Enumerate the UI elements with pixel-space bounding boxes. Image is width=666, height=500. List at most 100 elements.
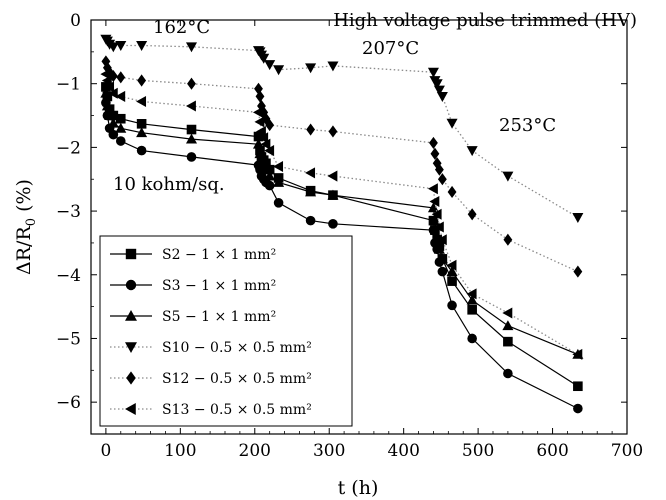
y-tick-label: −1 — [56, 75, 81, 95]
data-point — [260, 138, 271, 150]
y-axis-title-sub: 0 — [24, 218, 39, 226]
data-point — [573, 381, 583, 392]
data-point — [466, 288, 477, 300]
data-point — [502, 307, 513, 319]
data-point — [115, 90, 126, 102]
data-point — [305, 186, 317, 197]
data-point — [187, 77, 196, 90]
data-point — [447, 300, 457, 311]
y-axis-title-main: ΔR/R — [13, 226, 35, 275]
data-point — [328, 125, 338, 138]
legend-label: S2 − 1 × 1 mm² — [162, 247, 276, 263]
data-point — [327, 170, 338, 182]
data-point — [254, 148, 266, 159]
data-point — [136, 119, 147, 129]
legend-label: S5 − 1 × 1 mm² — [162, 309, 276, 325]
data-point — [327, 61, 339, 72]
data-point — [104, 110, 116, 120]
legend-marker — [125, 279, 137, 291]
data-point — [254, 116, 265, 128]
data-point — [433, 243, 445, 254]
legend-label: S10 − 0.5 × 0.5 mm² — [162, 340, 312, 356]
y-axis-title: ΔR/R0 (%) — [13, 179, 39, 275]
data-point — [467, 305, 477, 315]
data-point — [136, 41, 148, 51]
y-tick-label: −3 — [56, 202, 81, 222]
legend-entry: S12 − 0.5 × 0.5 mm² — [110, 371, 312, 387]
data-point — [446, 266, 458, 277]
data-point — [185, 100, 196, 112]
data-point — [273, 65, 285, 76]
data-point — [264, 164, 275, 175]
legend-box — [99, 235, 353, 427]
data-point — [573, 265, 583, 278]
data-point — [305, 167, 316, 179]
data-point — [434, 163, 444, 176]
series-6 — [100, 68, 583, 360]
data-point — [502, 320, 514, 331]
data-point — [447, 276, 457, 286]
data-point — [273, 176, 285, 187]
legend-marker — [125, 310, 137, 321]
axes: 0 100 200 300 400 500 600 700 0 −1 −2 −3 −4 −5 −6 — [56, 11, 643, 461]
data-point — [264, 170, 276, 181]
data-point — [136, 145, 147, 156]
data-point — [136, 127, 148, 138]
data-point — [137, 74, 147, 87]
x-tick-label: 300 — [313, 441, 345, 461]
x-tick-label: 600 — [536, 441, 568, 461]
series-layer — [100, 34, 584, 414]
data-point — [107, 87, 118, 99]
temperature-annotation-2: 207°C — [362, 38, 419, 59]
data-point — [502, 171, 514, 182]
data-point — [446, 118, 458, 129]
data-point — [104, 81, 115, 93]
data-point — [433, 221, 444, 233]
y-tick-label: −5 — [56, 329, 81, 349]
resistivity-annotation: 10 kohm/sq. — [113, 174, 225, 195]
data-point — [427, 67, 439, 78]
data-point — [264, 145, 275, 157]
data-point — [467, 208, 477, 221]
legend-marker — [125, 403, 136, 415]
data-point — [255, 90, 265, 103]
data-point — [572, 348, 583, 360]
data-point — [101, 74, 112, 87]
data-point — [264, 60, 276, 71]
data-point — [115, 122, 127, 133]
data-point — [446, 259, 457, 271]
data-point — [429, 196, 440, 208]
x-tick-label: 0 — [100, 441, 111, 461]
data-point — [327, 189, 339, 200]
data-point — [503, 336, 513, 347]
data-point — [503, 233, 513, 246]
legend-label: S3 − 1 × 1 mm² — [162, 278, 276, 294]
data-point — [447, 185, 457, 199]
legend-marker — [126, 371, 136, 385]
data-point — [253, 131, 264, 142]
data-point — [437, 266, 448, 277]
legend-entry: S13 − 0.5 × 0.5 mm² — [110, 402, 312, 418]
data-point — [573, 403, 583, 414]
temperature-annotation-1: 162°C — [153, 17, 210, 38]
data-point — [136, 96, 147, 108]
x-tick-label: 400 — [387, 441, 419, 461]
data-point — [258, 132, 269, 144]
data-point — [572, 213, 584, 223]
data-point — [115, 113, 126, 124]
y-tick-label: −6 — [56, 393, 81, 413]
legend: S2 − 1 × 1 mm² S3 − 1 × 1 mm² S5 − 1 × 1 m… — [99, 235, 353, 427]
data-point — [252, 138, 265, 149]
data-point — [433, 85, 445, 96]
data-point — [466, 146, 478, 157]
data-point — [467, 333, 477, 344]
data-point — [107, 117, 119, 128]
x-axis-title: t (h) — [338, 477, 379, 499]
data-point — [466, 294, 478, 305]
data-point — [108, 69, 118, 83]
legend-label: S13 − 0.5 × 0.5 mm² — [162, 402, 312, 418]
data-point — [107, 42, 119, 53]
legend-marker — [125, 248, 137, 260]
data-point — [429, 136, 438, 149]
